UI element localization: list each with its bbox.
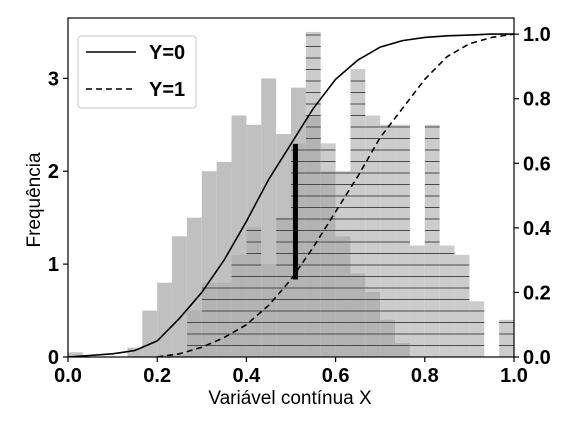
hist-y1-bar: [409, 245, 425, 357]
hist-y1-bar: [365, 115, 381, 357]
hist-y1-bar: [320, 143, 336, 357]
x-tick-label: 0.2: [143, 365, 171, 387]
x-tick-label: 0.4: [232, 365, 261, 387]
y-left-tick-label: 0: [48, 347, 59, 369]
hist-y1-bar: [231, 254, 247, 357]
hist-y0-bar: [68, 352, 83, 357]
cdf-line-y0: [68, 33, 514, 357]
y-right-tick-label: 0.8: [523, 89, 551, 111]
plot-frame: [67, 17, 515, 358]
axes: 0.0 0.2 0.4 0.6 0.8 1.0 0 1 2 3 0.0 0.2 0.4 0.6 0.8 1.0: [48, 17, 552, 387]
hist-y0-bar: [142, 310, 158, 357]
hist-y1-bar: [469, 301, 485, 357]
hist-y1-bar: [395, 124, 410, 357]
hist-y1-bar: [350, 69, 366, 357]
hist-y1-bar: [201, 282, 217, 357]
hist-y1-bar: [499, 319, 514, 357]
hist-y1-bar: [276, 217, 291, 357]
x-tick-label: 0.8: [411, 365, 439, 387]
hist-y1-bar: [172, 354, 187, 357]
legend-label-y1: Y=1: [149, 79, 185, 101]
hist-y0-bar: [127, 347, 143, 357]
y-left-tick-label: 1: [48, 254, 59, 276]
hist-y1-bar: [246, 226, 262, 357]
x-axis-title: Variável contínua X: [208, 388, 372, 409]
y-right-tick-label: 0.2: [523, 282, 551, 304]
hist-y1-bar: [157, 354, 173, 357]
cdf-line-y1: [157, 33, 514, 357]
hist-y1-bar: [454, 254, 470, 357]
legend: Y=0 Y=1: [77, 35, 197, 109]
y-right-tick-label: 1.0: [523, 24, 551, 46]
hist-y1-bar: [424, 124, 440, 357]
hist-y1-bar: [216, 282, 232, 357]
hist-y0-bar: [172, 236, 187, 357]
y-right-tick-label: 0.4: [523, 218, 552, 240]
x-tick-label: 0.0: [54, 365, 82, 387]
y-left-tick-label: 2: [48, 161, 59, 183]
y-left-tick-label: 3: [48, 68, 59, 90]
y-right-tick-label: 0.0: [523, 347, 551, 369]
legend-box: [77, 35, 197, 109]
plot-area: [68, 31, 514, 357]
hist-y1-bar: [380, 124, 396, 357]
y-right-tick-label: 0.6: [523, 153, 551, 175]
hist-y1-bar: [439, 245, 455, 357]
x-tick-label: 1.0: [500, 365, 528, 387]
x-tick-label: 0.6: [322, 365, 350, 387]
y-axis-title: Frequência: [24, 152, 45, 247]
legend-label-y0: Y=0: [149, 42, 185, 64]
hist-y0-bar: [157, 282, 173, 357]
